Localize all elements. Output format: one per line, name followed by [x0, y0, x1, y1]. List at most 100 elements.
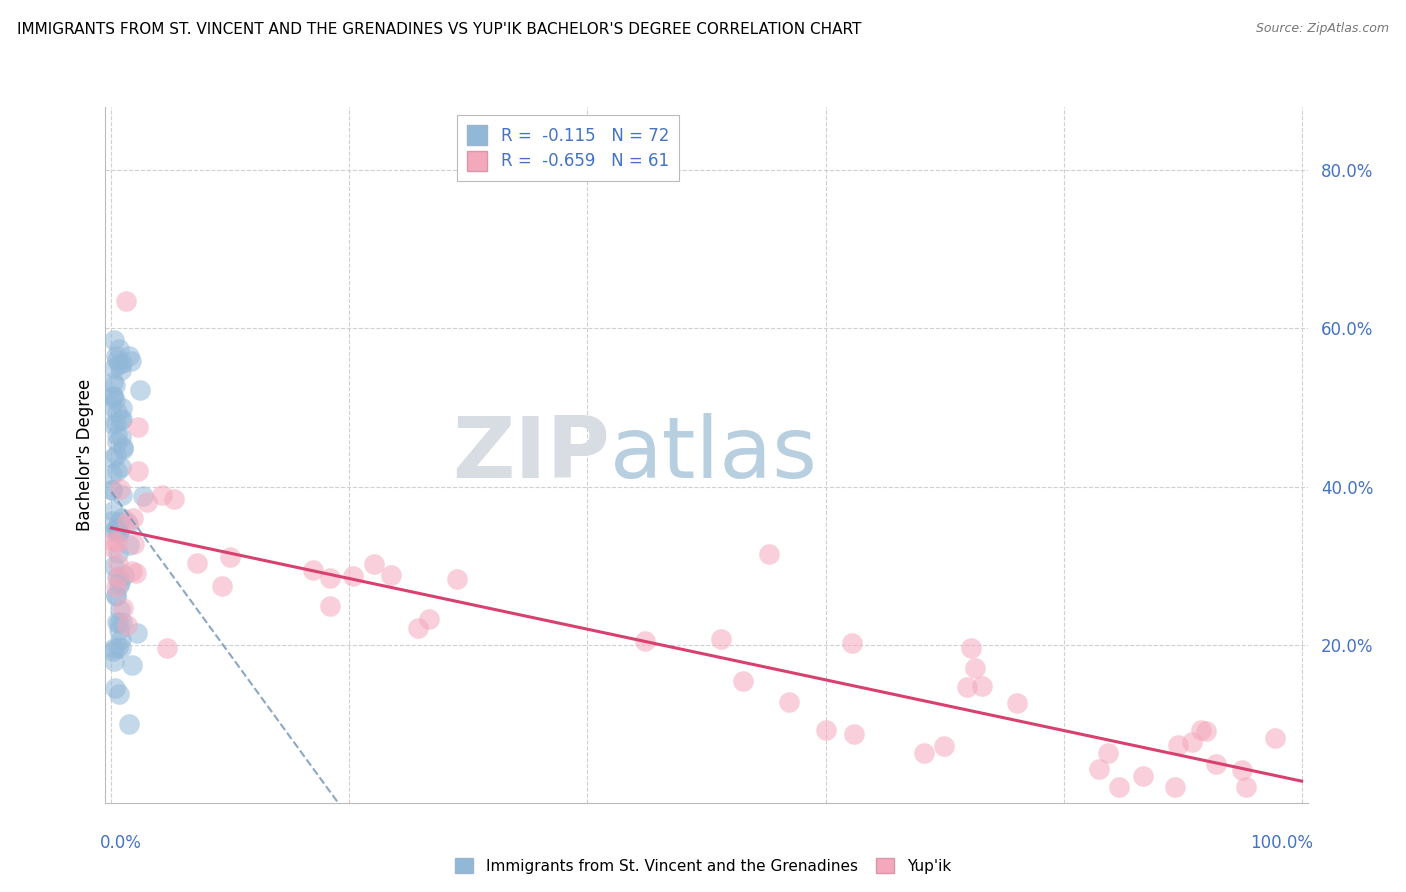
Point: [342, 569, 364, 583]
Point: [101, 541, 124, 556]
Point: [108, 357, 131, 371]
Point: [406, 621, 429, 635]
Point: [115, 515, 138, 529]
Point: [127, 464, 149, 478]
Point: [932, 739, 955, 753]
Point: [101, 450, 124, 465]
Point: [107, 546, 129, 560]
Point: [104, 350, 127, 364]
Point: [101, 417, 124, 431]
Point: [101, 467, 124, 481]
Point: [115, 618, 138, 632]
Point: [118, 349, 141, 363]
Point: [107, 570, 129, 584]
Point: [101, 375, 124, 389]
Point: [100, 399, 122, 413]
Point: [101, 483, 124, 497]
Point: [108, 574, 131, 589]
Point: [103, 559, 125, 574]
Point: [1232, 763, 1254, 777]
Point: [104, 580, 127, 594]
Point: [104, 448, 127, 462]
Point: [446, 572, 468, 586]
Legend: R =  -0.115   N = 72, R =  -0.659   N = 61: R = -0.115 N = 72, R = -0.659 N = 61: [457, 115, 679, 180]
Point: [110, 641, 132, 656]
Point: [956, 680, 979, 694]
Point: [111, 488, 134, 502]
Point: [107, 688, 129, 702]
Point: [114, 293, 136, 308]
Point: [1264, 731, 1286, 745]
Point: [1181, 734, 1204, 748]
Point: [110, 632, 132, 647]
Point: [105, 405, 128, 419]
Point: [117, 517, 139, 532]
Point: [105, 465, 128, 479]
Point: [111, 511, 134, 525]
Point: [105, 615, 128, 630]
Point: [634, 633, 657, 648]
Point: [108, 603, 131, 617]
Point: [418, 612, 440, 626]
Point: [318, 599, 340, 613]
Point: [758, 548, 780, 562]
Point: [815, 723, 838, 738]
Point: [380, 568, 402, 582]
Point: [122, 537, 145, 551]
Point: [111, 442, 134, 457]
Point: [110, 460, 132, 475]
Point: [108, 342, 131, 356]
Point: [103, 524, 125, 539]
Point: [710, 632, 733, 646]
Point: [110, 363, 132, 377]
Point: [105, 353, 128, 368]
Point: [363, 557, 385, 571]
Point: [107, 526, 129, 541]
Point: [127, 419, 149, 434]
Point: [120, 354, 142, 368]
Point: [121, 511, 143, 525]
Point: [110, 482, 132, 496]
Point: [1007, 696, 1029, 710]
Point: [104, 416, 127, 430]
Point: [301, 563, 323, 577]
Point: [105, 589, 128, 603]
Point: [103, 333, 125, 347]
Point: [105, 434, 128, 449]
Point: [101, 388, 124, 402]
Point: [1087, 762, 1109, 776]
Point: [136, 495, 159, 509]
Text: 0.0%: 0.0%: [100, 834, 142, 852]
Point: [108, 578, 131, 592]
Point: [104, 588, 127, 602]
Point: [156, 641, 179, 656]
Text: 100.0%: 100.0%: [1250, 834, 1313, 852]
Legend: Immigrants from St. Vincent and the Grenadines, Yup'ik: Immigrants from St. Vincent and the Gren…: [449, 852, 957, 880]
Point: [110, 413, 132, 427]
Point: [108, 616, 131, 631]
Point: [118, 538, 141, 552]
Point: [104, 681, 127, 695]
Point: [103, 641, 125, 656]
Point: [972, 679, 994, 693]
Point: [101, 644, 124, 658]
Point: [101, 514, 124, 528]
Point: [1163, 780, 1185, 794]
Point: [111, 440, 134, 454]
Point: [108, 623, 131, 637]
Point: [105, 522, 128, 536]
Point: [1205, 756, 1227, 771]
Point: [101, 533, 124, 548]
Point: [1195, 724, 1218, 739]
Point: [105, 522, 128, 536]
Point: [1167, 738, 1189, 752]
Point: [101, 504, 124, 518]
Point: [1189, 723, 1212, 738]
Text: IMMIGRANTS FROM ST. VINCENT AND THE GRENADINES VS YUP'IK BACHELOR'S DEGREE CORRE: IMMIGRANTS FROM ST. VINCENT AND THE GREN…: [17, 22, 862, 37]
Point: [105, 428, 128, 442]
Point: [103, 360, 125, 375]
Point: [103, 654, 125, 668]
Point: [121, 657, 143, 672]
Point: [778, 695, 800, 709]
Point: [1132, 769, 1154, 783]
